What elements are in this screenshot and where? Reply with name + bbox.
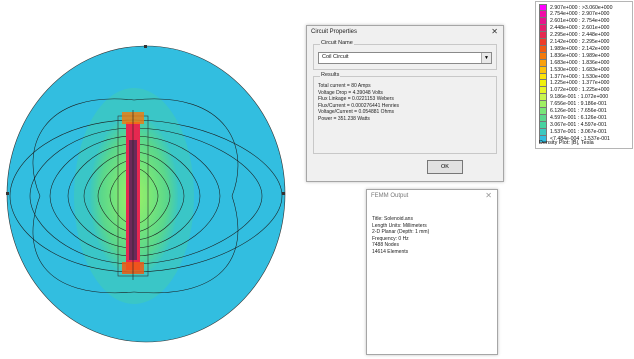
results-text: Total current = 80 Amps Voltage Drop = 4… — [318, 83, 399, 123]
circuit-properties-dialog: Circuit Properties ✕ Circuit Name Coil C… — [306, 25, 504, 182]
group-label: Circuit Name — [320, 40, 354, 46]
legend-label: 2.142e+000 : 2.295e+000 — [550, 39, 610, 46]
result-line: Flux Linkage = 0.0221153 Webers — [318, 96, 394, 103]
legend-label: 2.601e+000 : 2.754e+000 — [550, 18, 610, 25]
ok-label: OK — [441, 164, 449, 170]
output-line: 14614 Elements — [372, 248, 409, 255]
circuit-name-select[interactable]: Coil Circuit ▼ — [318, 52, 492, 64]
legend-footer: Density Plot: |B|, Tesla — [539, 140, 594, 146]
legend-label: <7.484e-004 : 1.537e-001 — [550, 135, 610, 142]
legend-entry: <7.484e-004 : 1.537e-001 — [539, 134, 610, 143]
circuit-name-group: Circuit Name Coil Circuit ▼ — [313, 40, 497, 70]
dialog-title: Circuit Properties — [311, 29, 358, 35]
legend-label: 1.530e+000 : 1.683e+000 — [550, 66, 610, 73]
close-icon[interactable]: ✕ — [485, 191, 492, 200]
legend-label: 1.225e+000 : 1.377e+000 — [550, 80, 610, 87]
legend-label: 1.377e+000 : 1.530e+000 — [550, 73, 610, 80]
group-label: Results — [320, 72, 341, 78]
results-group: Results Total current = 80 Amps Voltage … — [313, 72, 497, 154]
result-line: Voltage/Current = 0.054881 Ohms — [318, 109, 395, 116]
legend-swatch — [539, 134, 547, 143]
legend-label: 3.067e-001 : 4.597e-001 — [550, 121, 607, 128]
legend-label: 1.989e+000 : 2.142e+000 — [550, 45, 610, 52]
legend-label: 2.907e+000 : >3.060e+000 — [550, 4, 613, 11]
legend-label: 1.683e+000 : 1.836e+000 — [550, 59, 610, 66]
legend-label: 7.656e-001 : 9.186e-001 — [550, 101, 607, 108]
chevron-down-icon[interactable]: ▼ — [481, 53, 491, 63]
output-line: 2-D Planar (Depth: 1 mm) — [372, 229, 430, 236]
legend-label: 4.597e-001 : 6.126e-001 — [550, 114, 607, 121]
output-text: Title: Solenoid.ans Length Units: Millim… — [372, 216, 429, 256]
ok-button[interactable]: OK — [427, 160, 463, 174]
legend-label: 1.836e+000 : 1.989e+000 — [550, 52, 610, 59]
close-icon[interactable]: ✕ — [491, 27, 498, 36]
field-density-plot[interactable] — [0, 0, 300, 354]
output-line: Title: Solenoid.ans — [372, 216, 413, 222]
legend-label: 2.295e+000 : 2.448e+000 — [550, 32, 610, 39]
selected-value: Coil Circuit — [322, 54, 349, 60]
legend-label: 1.537e-001 : 3.067e-001 — [550, 128, 607, 135]
legend-label: 2.754e+000 : 2.907e+000 — [550, 11, 610, 18]
legend-label: 6.126e-001 : 7.656e-001 — [550, 108, 607, 115]
legend-label: 9.186e-001 : 1.072e+000 — [550, 94, 609, 101]
field-plot-svg — [6, 45, 286, 343]
result-line: Power = 351.238 Watts — [318, 115, 370, 122]
output-line: Frequency: 0 Hz — [372, 235, 409, 242]
legend-label: 2.448e+000 : 2.601e+000 — [550, 25, 610, 32]
density-legend: 2.907e+000 : >3.060e+000 2.754e+000 : 2.9… — [535, 1, 633, 149]
output-line: Length Units: Millimeters — [372, 222, 427, 229]
output-line: 7488 Nodes — [372, 242, 399, 249]
legend-label: 1.072e+000 : 1.225e+000 — [550, 87, 610, 94]
femm-output-window: FEMM Output ✕ Title: Solenoid.ans Length… — [366, 189, 498, 355]
window-title: FEMM Output — [371, 193, 409, 199]
result-line: Voltage Drop = 4.39048 Volts — [318, 89, 383, 96]
result-line: Total current = 80 Amps — [318, 83, 371, 89]
result-line: Flux/Current = 0.000276441 Henries — [318, 102, 400, 109]
